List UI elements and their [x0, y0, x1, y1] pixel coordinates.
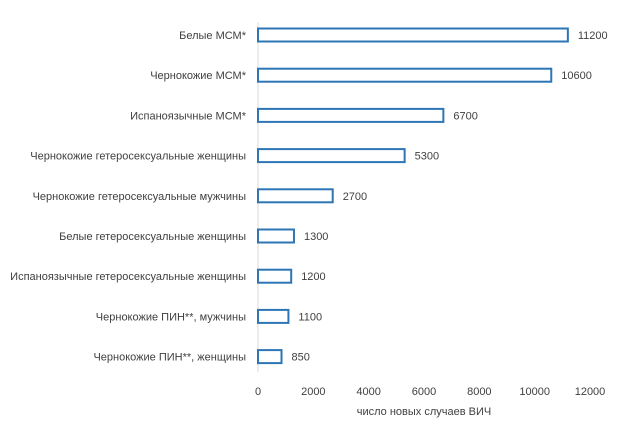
category-label: Испаноязычные гетеросексуальные женщины	[10, 271, 246, 283]
value-label: 850	[292, 352, 310, 364]
value-label: 2700	[343, 191, 367, 203]
bar	[257, 228, 295, 244]
x-tick-labels: 0 2000 4000 6000 8000 10000 12000	[255, 386, 605, 398]
x-tick-label: 8000	[467, 386, 491, 398]
x-axis-title: число новых случаев ВИЧ	[357, 406, 491, 418]
category-label: Испаноязычные МСМ*	[130, 110, 247, 122]
bar	[257, 148, 406, 164]
value-labels: 11200 10600 6700 5300 2700 1300 1200 1100 850	[292, 30, 608, 364]
value-label: 11200	[578, 30, 608, 42]
category-label: Чернокожие гетеросексуальные женщины	[30, 151, 246, 163]
category-label: Чернокожие ПИН**, женщины	[93, 352, 246, 364]
x-tick-label: 12000	[575, 386, 606, 398]
value-label: 1300	[304, 231, 328, 243]
x-tick-label: 2000	[301, 386, 325, 398]
x-tick-label: 0	[255, 386, 261, 398]
bars-group	[257, 27, 569, 365]
category-label: Чернокожие ПИН**, мужчины	[96, 311, 246, 323]
category-label: Белые МСМ*	[179, 30, 247, 42]
x-tick-label: 10000	[519, 386, 550, 398]
bar	[257, 67, 553, 83]
value-label: 10600	[561, 70, 592, 82]
category-label: Чернокожие МСМ*	[150, 70, 247, 82]
x-tick-label: 6000	[412, 386, 436, 398]
bar	[257, 349, 283, 365]
x-tick-label: 4000	[356, 386, 380, 398]
category-label: Белые гетеросексуальные женщины	[59, 231, 246, 243]
category-labels: Белые МСМ* Чернокожие МСМ* Испаноязычные М…	[10, 30, 247, 364]
bar	[257, 308, 290, 324]
value-label: 5300	[415, 151, 439, 163]
bar	[257, 268, 293, 284]
value-label: 6700	[453, 110, 477, 122]
bar	[257, 27, 569, 43]
category-label: Чернокожие гетеросексуальные мужчины	[33, 191, 247, 203]
value-label: 1100	[298, 311, 322, 323]
bar	[257, 107, 445, 123]
bar	[257, 188, 334, 204]
value-label: 1200	[301, 271, 325, 283]
